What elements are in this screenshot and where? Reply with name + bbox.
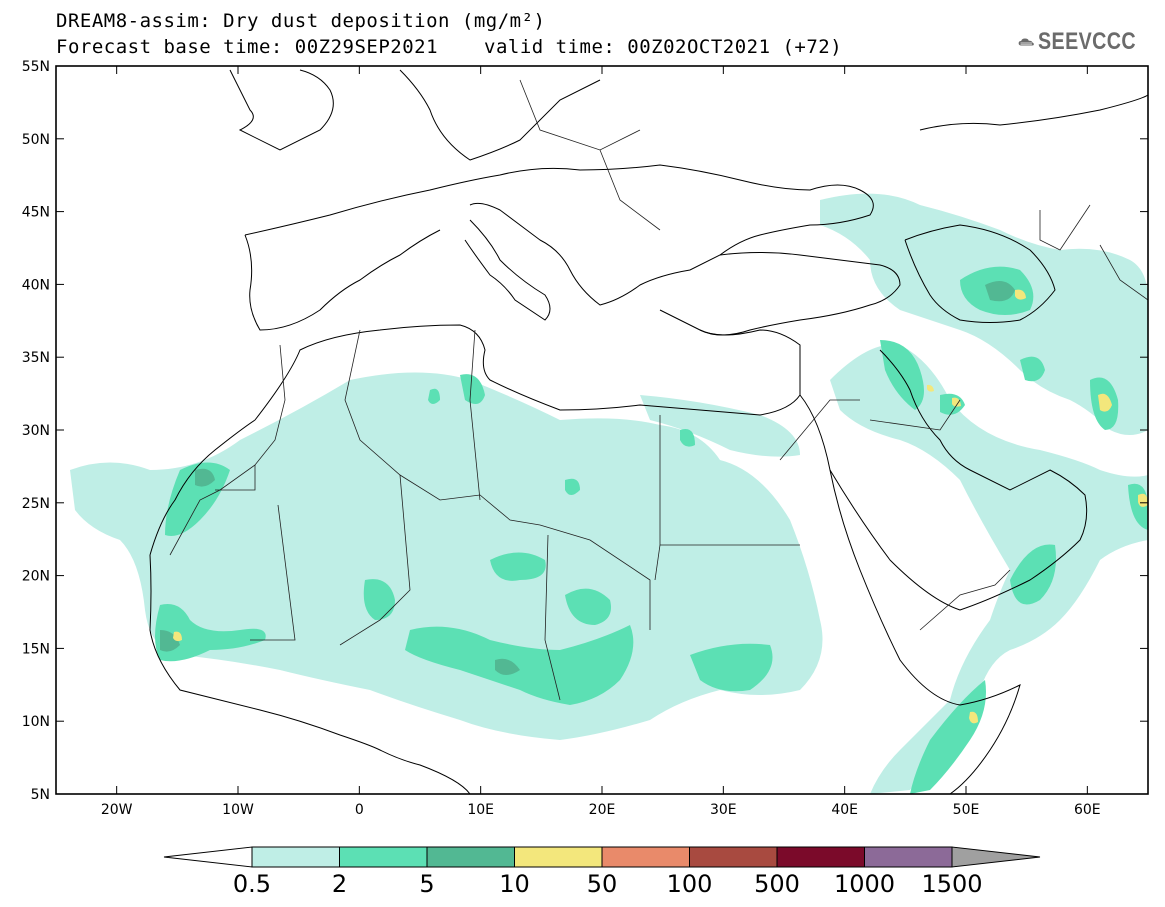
lon-label: 0	[355, 802, 364, 818]
lat-label: 50N	[22, 132, 50, 148]
lat-label: 15N	[22, 641, 50, 657]
forecast-base-time: Forecast base time: 00Z29SEP2021	[56, 36, 439, 58]
country-borders	[169, 79, 1148, 701]
lon-label: 40E	[831, 802, 858, 818]
lat-label: 20N	[22, 569, 50, 585]
colorbar-level-label: 1000	[834, 870, 895, 898]
colorbar-swatch	[689, 846, 778, 868]
colorbar-level-label: 100	[667, 870, 713, 898]
lon-label: 60E	[1074, 802, 1101, 818]
colorbar-level-label: 10	[499, 870, 530, 898]
colorbar-swatch	[776, 846, 865, 868]
lon-label: 30E	[710, 802, 737, 818]
latitude-labels: 55N 50N 45N 40N 35N 30N 25N 20N 15N 10N 5N	[22, 59, 50, 803]
colorbar-over-triangle	[951, 846, 1041, 868]
deposition-level-10	[173, 289, 1148, 724]
colorbar-swatch	[339, 846, 428, 868]
deposition-fields	[70, 193, 1148, 794]
colorbar-swatch	[601, 846, 690, 868]
seevccc-logo: SEEVCCC	[1018, 24, 1158, 60]
colorbar	[163, 846, 1041, 868]
colorbar-swatch	[251, 846, 340, 868]
lat-label: 5N	[31, 787, 50, 803]
lat-label: 40N	[22, 277, 50, 293]
colorbar-level-label: 0.5	[233, 870, 271, 898]
colorbar-level-label: 50	[587, 870, 618, 898]
logo-text: SEEVCCC	[1038, 28, 1137, 55]
cloud-icon	[1018, 38, 1034, 46]
deposition-level-0.5	[70, 193, 1148, 794]
lon-label: 10E	[467, 802, 494, 818]
lat-label: 35N	[22, 350, 50, 366]
axis-ticks	[56, 65, 1148, 795]
lon-label: 10W	[222, 802, 254, 818]
deposition-level-2	[155, 266, 1148, 794]
colorbar-swatch	[514, 846, 603, 868]
coastlines	[149, 69, 1148, 794]
lat-label: 55N	[22, 59, 50, 75]
colorbar-swatch	[864, 846, 953, 868]
map-title: DREAM8-assim: Dry dust deposition (mg/m²…	[56, 10, 546, 32]
lat-label: 45N	[22, 205, 50, 221]
lon-label: 20E	[589, 802, 616, 818]
colorbar-labels: 0.5 2 5 10 50 100 500 1000 1500	[233, 870, 983, 898]
valid-time: valid time: 00Z02OCT2021 (+72)	[484, 36, 843, 58]
colorbar-level-label: 500	[754, 870, 800, 898]
colorbar-level-label: 1500	[921, 870, 982, 898]
colorbar-under-triangle	[163, 846, 253, 868]
lon-label: 20W	[101, 802, 133, 818]
colorbar-level-label: 5	[419, 870, 434, 898]
lat-label: 25N	[22, 496, 50, 512]
colorbar-swatch	[426, 846, 515, 868]
deposition-level-5	[160, 281, 1015, 675]
lat-label: 30N	[22, 423, 50, 439]
longitude-labels: 20W 10W 0 10E 20E 30E 40E 50E 60E	[101, 802, 1101, 818]
colorbar-level-label: 2	[332, 870, 347, 898]
lat-label: 10N	[22, 714, 50, 730]
lon-label: 50E	[953, 802, 980, 818]
